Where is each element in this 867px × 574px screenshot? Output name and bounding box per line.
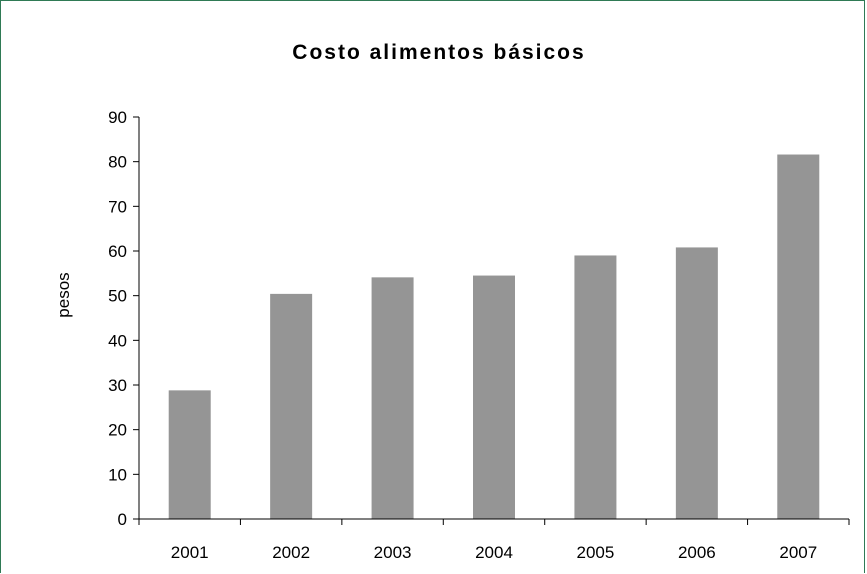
y-axis-label: pesos (54, 272, 73, 317)
bar-2004 (473, 275, 515, 519)
bar-2007 (777, 154, 820, 519)
y-tick-label: 40 (108, 331, 127, 350)
x-tick-label: 2007 (779, 543, 817, 562)
y-tick-label: 80 (108, 153, 127, 172)
x-tick-label: 2001 (171, 543, 209, 562)
x-tick-label: 2003 (374, 543, 412, 562)
x-tick-label: 2006 (678, 543, 716, 562)
y-tick-label: 90 (108, 108, 127, 127)
bar-2003 (371, 277, 414, 519)
y-tick-label: 30 (108, 376, 127, 395)
y-axis: 0 10 20 30 40 50 60 70 80 90 (108, 108, 140, 529)
x-tick-label: 2002 (272, 543, 310, 562)
chart-title: Costo alimentos básicos (292, 41, 585, 64)
x-tick-label: 2004 (475, 543, 513, 562)
y-tick-label: 0 (118, 510, 127, 529)
bar-2002 (270, 293, 313, 519)
y-tick-label: 50 (108, 287, 127, 306)
bar-2006 (675, 247, 718, 519)
y-tick-label: 60 (108, 242, 127, 261)
x-axis: 2001 2002 2003 2004 2005 2006 2007 (138, 518, 850, 562)
x-tick-label: 2005 (577, 543, 615, 562)
bar-2005 (574, 255, 617, 519)
y-tick-label: 70 (108, 197, 127, 216)
bar-2001 (168, 390, 211, 519)
bars-group (168, 154, 820, 519)
y-tick-label: 20 (108, 421, 127, 440)
y-tick-label: 10 (108, 465, 127, 484)
